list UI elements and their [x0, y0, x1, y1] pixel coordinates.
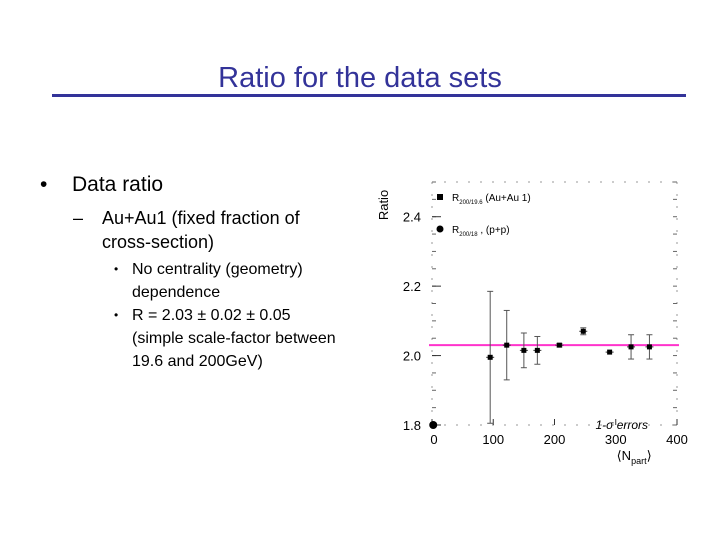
data-point-auau1	[580, 328, 586, 334]
x-tick-label: 0	[430, 432, 437, 447]
data-point-auau1	[607, 349, 613, 355]
bullet-text: No centrality (geometry) dependence	[132, 261, 303, 301]
data-point-pp	[429, 421, 438, 429]
legend-label: R200/19.6 (Au+Au 1)	[452, 193, 531, 206]
bullet-text: R = 2.03 ± 0.02 ± 0.05 (simple scale-fac…	[132, 307, 336, 370]
y-tick-label: 1.8	[403, 418, 421, 433]
bullet-dot-icon: •	[114, 262, 119, 276]
title-underline	[52, 94, 686, 97]
data-point-auau1	[556, 342, 562, 348]
bullet-dot-icon: •	[114, 308, 119, 322]
data-point-auau1	[487, 354, 493, 360]
legend-marker-circle	[436, 225, 444, 233]
data-point-auau1	[521, 347, 527, 353]
x-tick-label: 100	[482, 432, 504, 447]
bullet-dot-icon: •	[40, 173, 48, 196]
data-point-auau1	[504, 342, 510, 348]
y-tick-label: 2.4	[403, 210, 421, 225]
legend-label: R200/18 , (p+p)	[452, 225, 510, 238]
x-axis-label: ⟨Npart⟩	[617, 448, 652, 466]
errors-annotation: 1-σ errors	[595, 418, 648, 432]
data-point-auau1	[646, 344, 652, 350]
slide-title: Ratio for the data sets	[218, 62, 502, 94]
data-point-auau1	[534, 347, 540, 353]
x-tick-label: 300	[605, 432, 627, 447]
x-tick-label: 400	[666, 432, 688, 447]
y-axis-label: Ratio	[376, 190, 391, 220]
x-tick-label: 200	[544, 432, 566, 447]
bullet-dash-icon: –	[73, 208, 84, 228]
legend-marker-square	[437, 194, 443, 200]
bullet-text: Au+Au1 (fixed fraction of cross-section)	[102, 208, 300, 252]
data-point-auau1	[628, 344, 634, 350]
bullet-text: Data ratio	[72, 173, 164, 196]
y-tick-label: 2.2	[403, 279, 421, 294]
y-tick-label: 2.0	[403, 349, 421, 364]
